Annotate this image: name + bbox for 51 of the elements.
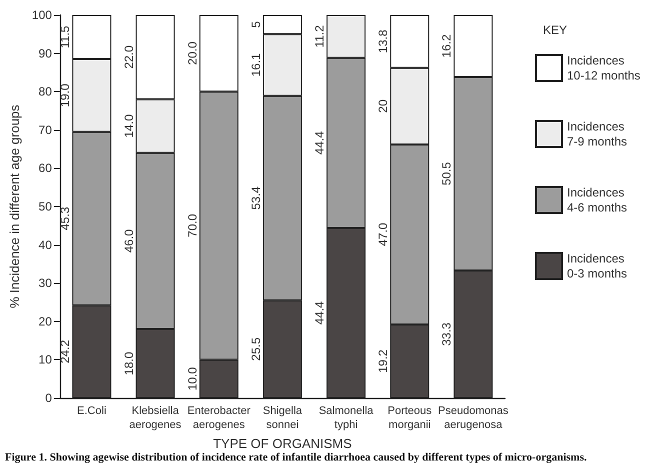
data-label: 46.0 [122,228,136,253]
y-tick-label: 30 [38,276,52,290]
data-label: 10.0 [185,366,200,391]
data-label: 22.0 [122,45,136,69]
data-label: 16.1 [248,52,263,77]
data-label: 14.0 [122,114,136,138]
legend-label: Incidences 0-3 months [567,252,628,280]
x-tick-label: Enterobacter aerogenes [187,405,251,431]
data-label: 19.2 [376,349,390,373]
data-label: 18.0 [122,352,136,376]
data-label: 11.5 [58,25,72,48]
data-label: 25.5 [248,337,263,361]
legend-label: Incidences 7-9 months [567,120,628,148]
y-tick-label: 40 [38,238,52,252]
x-tick-label: E.Coli [77,405,106,417]
y-tick-label: 50 [38,200,52,214]
data-label: 70.0 [185,214,200,238]
data-label: 5 [248,20,263,28]
data-label: 45.3 [58,206,72,230]
data-label: 24.2 [58,340,72,364]
legend-label: Incidences 4-6 months [567,186,628,214]
data-label: 53.4 [248,186,263,210]
data-label: 11.2 [312,24,327,48]
y-axis-title: % Incidence in different age groups [7,104,22,308]
caption: Figure 1. Showing agewise distribution of incidence rate of infantile diarrhoea caused by different types of micro-organisms. [5,452,587,464]
y-tick-label: 90 [38,46,52,60]
y-tick-label: 0 [45,391,52,405]
data-label: 47.0 [376,222,390,246]
data-label: 20 [376,99,390,113]
y-tick-label: 60 [38,161,52,176]
x-tick-label: Klebsiella aerogenes [129,405,182,431]
legend-title: KEY [543,23,568,37]
y-tick-label: 100 [32,8,52,22]
data-label: 13.8 [376,29,390,54]
x-tick-label: Pseudomonas aerugenosa [438,405,509,431]
y-tick-label: 80 [38,84,52,99]
x-tick-label: Salmonella typhi [318,405,374,431]
data-label: 50.5 [440,162,454,186]
data-label: 44.4 [312,130,327,155]
data-label: 19.0 [58,83,72,108]
x-tick-label: Porteous morganii [388,405,432,431]
x-axis-title: TYPE OF ORGANISMS [213,436,352,451]
x-tick-label: Shigella sonnei [262,405,303,431]
y-tick-label: 20 [38,314,52,328]
data-label: 33.3 [440,322,454,346]
data-label: 20.0 [185,41,200,65]
y-tick-label: 70 [38,122,52,137]
data-label: 16.2 [440,34,454,58]
y-tick-label: 10 [38,352,52,367]
data-label: 44.4 [312,300,327,325]
legend-label: Incidences 10-12 months [567,54,640,82]
